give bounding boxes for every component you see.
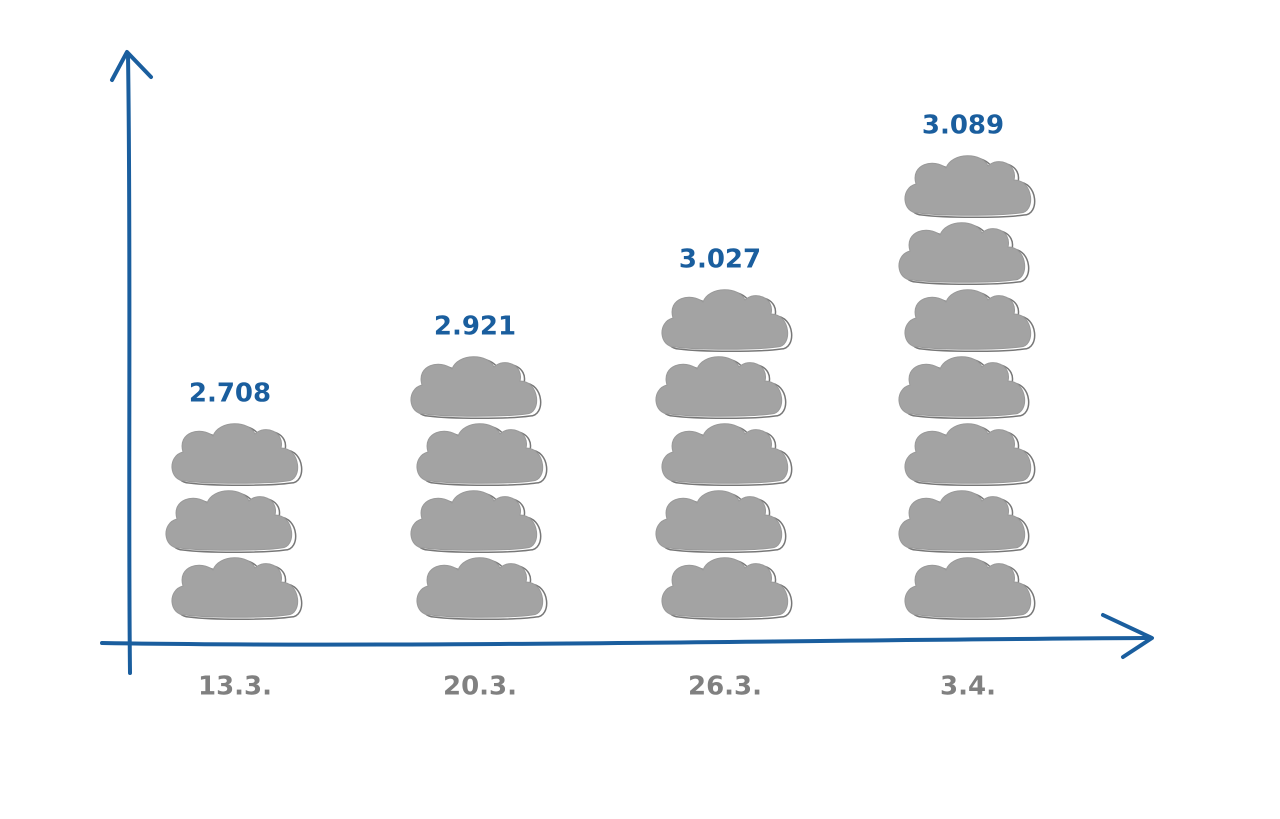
cloud-icon (171, 557, 303, 620)
x-tick-label: 26.3. (688, 672, 762, 702)
icon-stack (655, 289, 793, 620)
cloud-body (904, 557, 1032, 618)
icon-stack (898, 155, 1036, 620)
value-label: 3.089 (922, 111, 1004, 141)
cloud-body (898, 490, 1026, 551)
cloud-body (171, 423, 299, 484)
cloud-icon (416, 557, 548, 620)
value-label: 2.921 (434, 312, 516, 342)
axes (100, 50, 1154, 675)
x-axis (100, 636, 1152, 647)
icon-stack (165, 423, 303, 620)
cloud-body (655, 356, 783, 417)
value-label: 2.708 (189, 379, 271, 409)
cloud-icon (904, 289, 1036, 352)
cloud-icon (661, 557, 793, 620)
cloud-body (661, 289, 789, 350)
cloud-icon (410, 356, 542, 419)
x-tick-label: 20.3. (443, 672, 517, 702)
x-tick-label: 3.4. (940, 672, 996, 702)
cloud-icon (898, 222, 1030, 285)
icon-stack (410, 356, 548, 620)
cloud-icon (655, 490, 787, 553)
y-axis-arrow (110, 50, 153, 82)
cloud-body (416, 423, 544, 484)
cloud-body (410, 490, 538, 551)
cloud-icon (904, 423, 1036, 486)
cloud-body (898, 356, 1026, 417)
value-label: 3.027 (679, 245, 761, 275)
cloud-body (898, 222, 1026, 283)
cloud-body (661, 557, 789, 618)
cloud-body (655, 490, 783, 551)
cloud-icon (898, 356, 1030, 419)
cloud-body (165, 490, 293, 551)
cloud-body (661, 423, 789, 484)
cloud-body (904, 423, 1032, 484)
cloud-icon (165, 490, 297, 553)
cloud-icon (904, 155, 1036, 218)
cloud-icon (661, 423, 793, 486)
y-axis (126, 53, 132, 675)
cloud-body (171, 557, 299, 618)
cloud-icon (661, 289, 793, 352)
cloud-icon (655, 356, 787, 419)
cloud-icon (410, 490, 542, 553)
x-tick-label: 13.3. (198, 672, 272, 702)
cloud-body (416, 557, 544, 618)
cloud-icon (898, 490, 1030, 553)
cloud-icon (904, 557, 1036, 620)
x-axis-arrow (1101, 613, 1154, 659)
cloud-body (904, 289, 1032, 350)
cloud-icon (416, 423, 548, 486)
cloud-body (410, 356, 538, 417)
cloud-body (904, 155, 1032, 216)
cloud-icon (171, 423, 303, 486)
